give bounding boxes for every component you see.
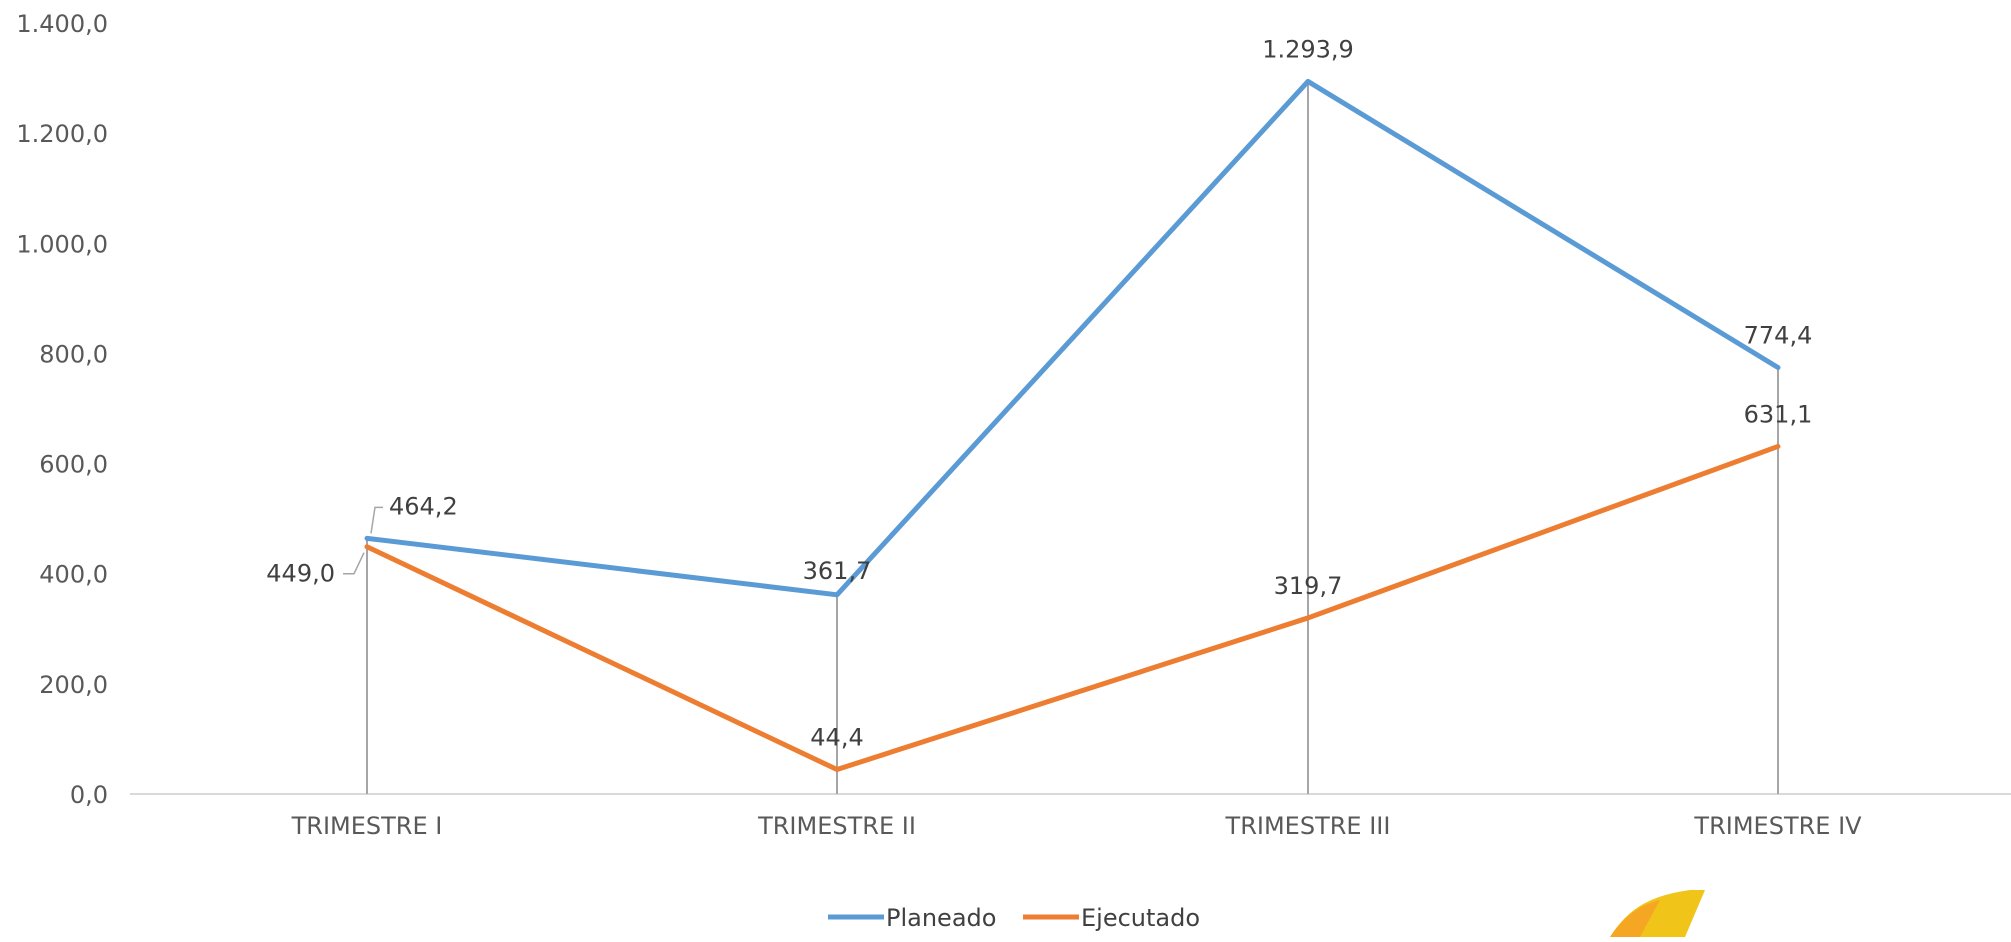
data-label: 631,1 bbox=[1744, 400, 1813, 428]
data-label: 1.293,9 bbox=[1262, 35, 1354, 63]
series-line-planeado bbox=[364, 78, 1781, 598]
legend-label: Planeado bbox=[886, 904, 996, 932]
y-tick-label: 400,0 bbox=[39, 561, 108, 589]
leader-line bbox=[370, 506, 383, 534]
data-label: 449,0 bbox=[266, 560, 335, 588]
legend-label: Ejecutado bbox=[1081, 904, 1200, 932]
data-label: 44,4 bbox=[810, 724, 863, 752]
data-label: 319,7 bbox=[1274, 572, 1343, 600]
y-tick-label: 0,0 bbox=[70, 781, 108, 809]
data-label: 464,2 bbox=[389, 492, 458, 520]
data-labels: 464,2 361,7 1.293,9 774,4 449,0 44,4 319,7 631,… bbox=[266, 35, 1812, 751]
legend: Planeado Ejecutado bbox=[828, 904, 1200, 932]
x-axis: TRIMESTRE I TRIMESTRE II TRIMESTRE III TRIM… bbox=[291, 812, 1863, 840]
y-tick-label: 1.200,0 bbox=[16, 120, 108, 148]
y-tick-label: 1.400,0 bbox=[16, 10, 108, 38]
y-tick-label: 1.000,0 bbox=[16, 230, 108, 258]
x-tick-label: TRIMESTRE I bbox=[291, 812, 443, 840]
y-axis: 0,0 200,0 400,0 600,0 800,0 1.000,0 1.200,0 1.4… bbox=[16, 10, 108, 809]
x-tick-label: TRIMESTRE II bbox=[757, 812, 916, 840]
data-label: 774,4 bbox=[1744, 322, 1813, 350]
data-label: 361,7 bbox=[803, 557, 872, 585]
y-tick-label: 600,0 bbox=[39, 451, 108, 479]
y-tick-label: 800,0 bbox=[39, 340, 108, 368]
leader-line bbox=[343, 552, 365, 575]
y-tick-label: 200,0 bbox=[39, 671, 108, 699]
x-tick-label: TRIMESTRE III bbox=[1225, 812, 1391, 840]
logo-fragment bbox=[1610, 890, 1705, 937]
series-line-ejecutado bbox=[364, 443, 1781, 773]
x-tick-label: TRIMESTRE IV bbox=[1693, 812, 1862, 840]
series-lines bbox=[364, 78, 1781, 773]
drop-lines bbox=[366, 81, 1779, 794]
